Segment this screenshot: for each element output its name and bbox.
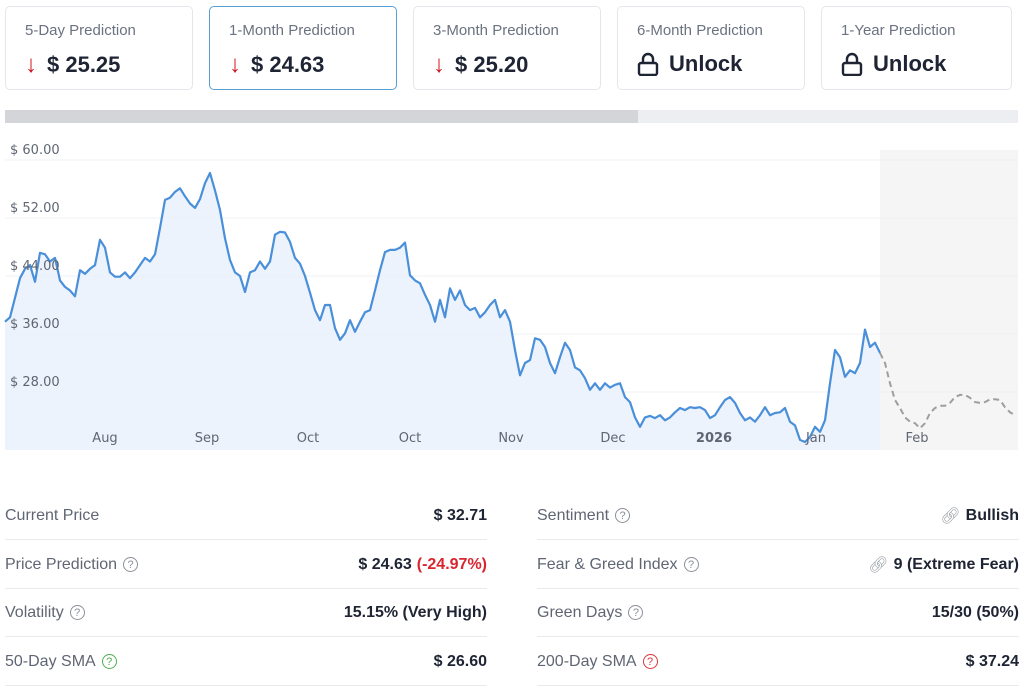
card-5-day-prediction[interactable]: 5-Day Prediction ↓ $ 25.25: [5, 6, 193, 90]
stat-price-prediction: Price Prediction? $ 24.63 (-24.97%): [5, 541, 487, 589]
chart-range-scrollbar[interactable]: [5, 110, 1018, 123]
y-tick-label: $ 52.00: [10, 201, 60, 216]
stat-green-days: Green Days? 15/30 (50%): [537, 589, 1019, 637]
help-icon[interactable]: ?: [628, 605, 644, 620]
link-icon[interactable]: 🔗︎: [868, 556, 889, 574]
arrow-down-icon: ↓: [433, 51, 445, 78]
x-tick-label: Oct: [399, 431, 421, 446]
lock-icon: [841, 52, 863, 76]
card-1-month-prediction[interactable]: 1-Month Prediction ↓ $ 24.63: [209, 6, 397, 90]
forecast-region: [880, 150, 1018, 450]
stat-sentiment: Sentiment? 🔗︎ Bullish: [537, 492, 1019, 540]
stat-200-day-sma: 200-Day SMA? $ 37.24: [537, 638, 1019, 686]
y-tick-label: $ 28.00: [10, 375, 60, 390]
lock-icon: [637, 52, 659, 76]
forecast-line: [879, 352, 1016, 430]
scrollbar-thumb[interactable]: [5, 110, 638, 123]
y-tick-label: $ 36.00: [10, 317, 60, 332]
price-line: [4, 171, 881, 444]
stat-50-day-sma: 50-Day SMA? $ 26.60: [5, 638, 487, 686]
y-tick-label: $ 44.00: [10, 259, 60, 274]
x-tick-label: Jan: [805, 431, 826, 446]
stat-fear-greed-index: Fear & Greed Index? 🔗︎ 9 (Extreme Fear): [537, 541, 1019, 589]
x-tick-label: Sep: [195, 431, 220, 446]
arrow-down-icon: ↓: [25, 51, 37, 78]
help-icon[interactable]: ?: [69, 605, 85, 620]
help-icon[interactable]: ?: [615, 508, 631, 523]
x-tick-label: Aug: [92, 431, 117, 446]
help-icon[interactable]: ?: [101, 654, 117, 669]
card-1-year-prediction[interactable]: 1-Year Prediction Unlock: [821, 6, 1012, 90]
help-icon[interactable]: ?: [123, 557, 139, 572]
help-icon[interactable]: ?: [683, 557, 699, 572]
card-3-month-prediction[interactable]: 3-Month Prediction ↓ $ 25.20: [413, 6, 601, 90]
stat-volatility: Volatility? 15.15% (Very High): [5, 589, 487, 637]
x-tick-label: Dec: [600, 431, 625, 446]
x-tick-label: 2026: [696, 431, 732, 446]
stat-current-price: Current Price $ 32.71: [5, 492, 487, 540]
x-tick-label: Feb: [905, 431, 928, 446]
price-chart: $ 60.00 $ 52.00 $ 44.00 $ 36.00 $ 28.00 Aug Se…: [4, 143, 1018, 450]
arrow-down-icon: ↓: [229, 51, 241, 78]
link-icon[interactable]: 🔗︎: [940, 507, 961, 525]
y-tick-label: $ 60.00: [10, 143, 60, 158]
help-icon[interactable]: ?: [642, 654, 658, 669]
x-tick-label: Oct: [297, 431, 319, 446]
x-tick-label: Nov: [498, 431, 524, 446]
card-6-month-prediction[interactable]: 6-Month Prediction Unlock: [617, 6, 805, 90]
